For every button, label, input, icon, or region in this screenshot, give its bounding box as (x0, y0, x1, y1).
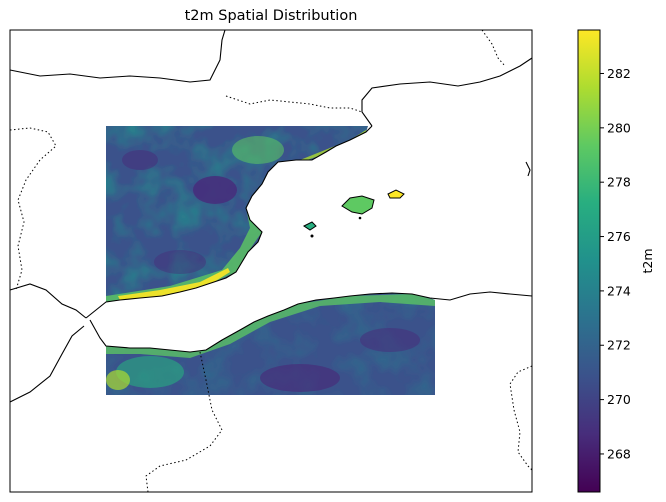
cabrera (358, 216, 362, 220)
colorbar: 268 270 272 274 276 278 280 282 t2m (577, 29, 655, 493)
colorbar-ticks: 268 270 272 274 276 278 280 282 (600, 66, 631, 461)
colorbar-tick-label: 274 (607, 283, 631, 298)
colorbar-tick-label: 270 (607, 392, 631, 407)
colorbar-scale (577, 29, 601, 493)
country-borders (9, 29, 533, 493)
map-frame (9, 29, 533, 493)
menorca (387, 189, 405, 199)
colorbar-label: t2m (640, 248, 655, 273)
colorbar-tick-label: 272 (607, 338, 631, 353)
colorbar-tick-label: 268 (607, 446, 631, 461)
colorbar-tick-label: 278 (607, 175, 631, 190)
ibiza (303, 221, 317, 231)
colorbar-tick-label: 280 (607, 120, 631, 135)
formentera (310, 234, 314, 238)
mallorca (341, 195, 375, 215)
chart-title: t2m Spatial Distribution (184, 8, 358, 24)
colorbar-tick-label: 276 (607, 229, 631, 244)
coastlines (9, 29, 533, 403)
colorbar-tick-label: 282 (607, 66, 631, 81)
